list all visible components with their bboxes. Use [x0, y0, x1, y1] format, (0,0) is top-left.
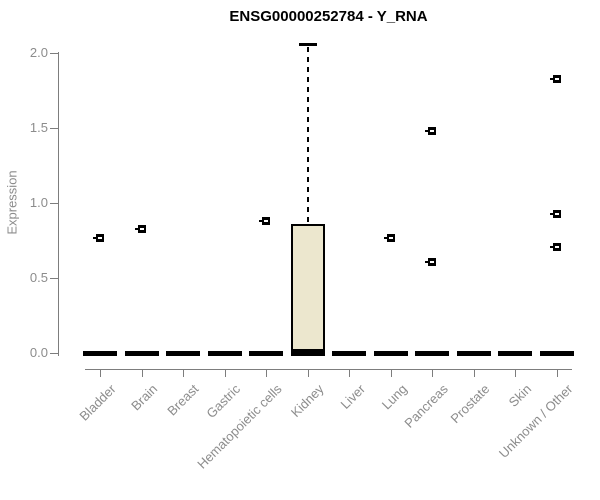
marker-square: [96, 233, 104, 242]
boxplot-median-bar: [539, 350, 574, 356]
y-tick: [50, 128, 58, 129]
marker-square: [262, 217, 270, 225]
marker-left-tick: [259, 220, 262, 222]
marker-square: [386, 233, 395, 242]
marker-slit: [554, 77, 559, 80]
x-tick-label: Unknown / Other: [495, 381, 576, 461]
marker-slit: [264, 220, 268, 222]
outlier-point-marker: [425, 257, 436, 266]
outlier-point-marker: [259, 217, 270, 225]
x-tick: [473, 369, 475, 377]
boxplot-median-bar: [290, 349, 325, 354]
x-tick-label: Pancreas: [401, 381, 451, 431]
outlier-point-marker: [93, 233, 104, 242]
x-tick: [266, 369, 267, 377]
marker-left-tick: [134, 227, 138, 230]
marker-left-tick: [425, 130, 428, 132]
marker-left-tick: [549, 245, 553, 248]
y-tick-label: 0.0: [29, 345, 48, 360]
y-tick: [50, 278, 58, 279]
outlier-point-marker: [549, 74, 561, 83]
boxplot-median-bar: [124, 350, 159, 356]
x-axis-line: [85, 369, 572, 370]
boxplot-median-bar: [207, 350, 242, 356]
x-tick: [183, 369, 184, 377]
boxplot-median-bar: [456, 350, 491, 356]
y-tick-label: 2.0: [29, 45, 48, 60]
marker-square: [552, 209, 561, 218]
outlier-point-marker: [134, 224, 146, 233]
x-tick-label: Liver: [337, 381, 368, 412]
x-tick: [100, 369, 101, 377]
x-tick-label: Kidney: [287, 381, 327, 421]
marker-left-tick: [425, 260, 428, 263]
x-tick-label: Bladder: [76, 381, 119, 424]
marker-left-tick: [549, 77, 553, 80]
marker-square: [428, 257, 436, 266]
outlier-point-marker: [549, 242, 561, 251]
x-tick-label: Gastric: [203, 381, 244, 422]
marker-square: [137, 224, 146, 233]
x-tick: [349, 369, 350, 377]
boxplot-whisker-cap: [298, 43, 317, 46]
outlier-point-marker: [425, 127, 436, 135]
x-tick-label: Hematopoietic cells: [194, 381, 285, 472]
x-tick: [515, 369, 516, 377]
boxplot-median-bar: [373, 350, 408, 356]
boxplot-box: [290, 224, 325, 356]
boxplot-median-bar: [498, 350, 532, 356]
x-tick: [307, 369, 309, 377]
x-tick-label: Breast: [164, 381, 202, 419]
y-tick-label: 1.0: [29, 195, 48, 210]
y-axis-line: [58, 52, 59, 356]
y-tick: [50, 353, 58, 354]
x-tick: [390, 369, 392, 377]
marker-slit: [98, 236, 102, 239]
x-tick: [141, 369, 143, 377]
marker-slit: [430, 260, 434, 263]
y-tick-label: 1.5: [29, 120, 48, 135]
marker-square: [552, 242, 561, 251]
boxplot-median-bar: [166, 350, 200, 356]
marker-left-tick: [549, 212, 553, 215]
x-tick: [224, 369, 226, 377]
x-tick-label: Prostate: [447, 381, 493, 427]
y-tick: [50, 203, 58, 204]
boxplot-median-bar: [83, 350, 117, 356]
marker-slit: [554, 245, 559, 248]
x-tick-label: Brain: [128, 381, 161, 414]
outlier-point-marker: [549, 209, 561, 218]
chart-title: ENSG00000252784 - Y_RNA: [229, 8, 428, 25]
marker-square: [428, 127, 436, 135]
boxplot-whisker: [306, 47, 309, 224]
x-tick: [556, 369, 558, 377]
boxplot-median-bar: [332, 350, 366, 356]
y-tick: [50, 53, 58, 54]
outlier-point-marker: [383, 233, 395, 242]
x-tick-label: Skin: [505, 381, 534, 410]
marker-left-tick: [93, 236, 96, 239]
marker-slit: [139, 227, 144, 230]
x-tick: [432, 369, 433, 377]
marker-square: [552, 74, 561, 83]
boxplot-median-bar: [415, 350, 449, 356]
marker-left-tick: [383, 236, 387, 239]
y-tick-label: 0.5: [29, 270, 48, 285]
boxplot-median-bar: [249, 350, 283, 356]
marker-slit: [388, 236, 393, 239]
marker-slit: [430, 130, 434, 132]
x-tick-label: Lung: [378, 381, 410, 413]
marker-slit: [554, 212, 559, 215]
